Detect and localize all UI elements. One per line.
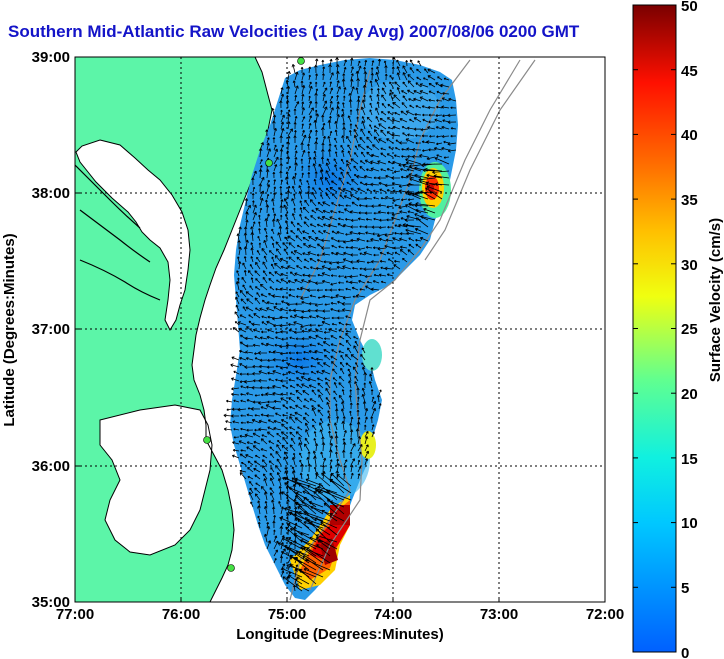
colorbar-tick-label: 25	[681, 321, 698, 338]
lon-tick-label: 74:00	[374, 606, 412, 623]
colorbar-tick-label: 0	[681, 645, 689, 659]
lon-tick-label: 75:00	[268, 606, 306, 623]
radar-stations	[203, 57, 305, 572]
vector-arrows	[223, 57, 457, 592]
colorbar-tick-label: 45	[681, 63, 698, 80]
colorbar-tick-label: 15	[681, 451, 698, 468]
potomac-river	[75, 164, 161, 301]
radar-station	[227, 564, 235, 572]
colorbar: 0 5 10 15 20 25 30 35 40 45 50 Surface V…	[632, 0, 724, 659]
lon-tick-label: 77:00	[56, 606, 94, 623]
axis-ticks	[75, 192, 500, 602]
radar-station	[265, 159, 273, 167]
pamlico-sound	[99, 404, 213, 556]
colorbar-tick-label: 35	[681, 192, 698, 209]
chesapeake-bay	[75, 139, 191, 332]
lat-tick-label: 37:00	[32, 321, 70, 338]
delmarva-peninsula	[158, 72, 268, 300]
y-axis-label: Latitude (Degrees:Minutes)	[1, 233, 18, 426]
high-velocity-hotspot-east	[360, 339, 382, 459]
x-axis-label: Longitude (Degrees:Minutes)	[236, 626, 444, 643]
lon-tick-label: 73:00	[480, 606, 518, 623]
bathymetry-contours	[289, 59, 536, 601]
colorbar-label: Surface Velocity (cm/s)	[707, 218, 724, 382]
lon-tick-label: 76:00	[162, 606, 200, 623]
colorbar-tick-label: 40	[681, 127, 698, 144]
map-title: Southern Mid-Atlantic Raw Velocities (1 …	[8, 22, 580, 41]
lat-tick-label: 38:00	[32, 185, 70, 202]
velocity-vectors	[223, 57, 457, 592]
colorbar-tick-label: 10	[681, 515, 698, 532]
colorbar-tick-label: 30	[681, 257, 698, 274]
lat-tick-label: 35:00	[32, 594, 70, 611]
lat-tick-label: 39:00	[32, 49, 70, 66]
lat-tick-label: 36:00	[32, 458, 70, 475]
colorbar-gradient	[632, 4, 677, 653]
radar-station	[297, 57, 305, 65]
velocity-patch	[300, 420, 370, 500]
radar-station	[203, 436, 211, 444]
colorbar-tick-label: 20	[681, 386, 698, 403]
lon-tick-label: 72:00	[586, 606, 624, 623]
colorbar-tick-label: 50	[681, 0, 698, 15]
colorbar-tick-label: 5	[681, 580, 689, 597]
